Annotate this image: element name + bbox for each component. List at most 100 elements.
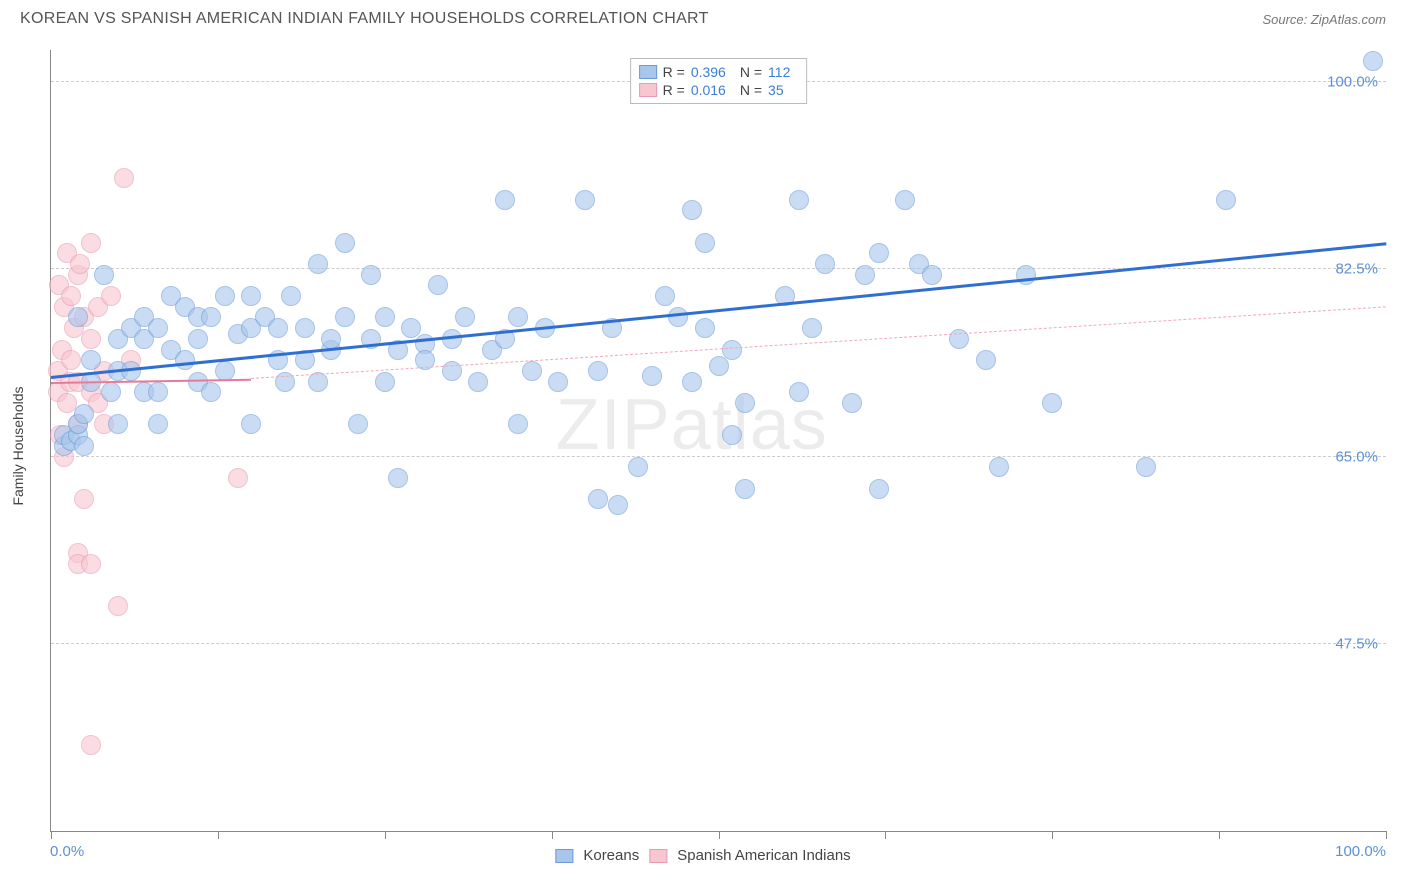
koreans-point	[895, 190, 915, 210]
spanish-point	[81, 233, 101, 253]
koreans-point	[241, 286, 261, 306]
x-tick	[552, 831, 553, 839]
koreans-point	[735, 479, 755, 499]
koreans-point	[695, 233, 715, 253]
n-label: N =	[740, 64, 762, 80]
koreans-point	[268, 318, 288, 338]
koreans-point	[468, 372, 488, 392]
koreans-point	[789, 190, 809, 210]
koreans-point	[522, 361, 542, 381]
koreans-point	[802, 318, 822, 338]
source-attribution: Source: ZipAtlas.com	[1262, 12, 1386, 27]
legend-spanish-label: Spanish American Indians	[677, 847, 850, 864]
spanish-point	[61, 350, 81, 370]
koreans-point	[655, 286, 675, 306]
chart-container: ZIPatlas R = 0.396 N = 112 R = 0.016 N =…	[50, 50, 1386, 832]
koreans-point	[455, 307, 475, 327]
koreans-point	[361, 265, 381, 285]
koreans-point	[175, 350, 195, 370]
koreans-point	[495, 190, 515, 210]
legend-bottom: Koreans Spanish American Indians	[555, 847, 850, 864]
x-axis-min-label: 0.0%	[50, 843, 84, 860]
koreans-point	[588, 361, 608, 381]
swatch-spanish-icon	[639, 83, 657, 97]
koreans-point	[81, 350, 101, 370]
koreans-point	[388, 468, 408, 488]
koreans-point	[148, 414, 168, 434]
gridline	[51, 456, 1386, 457]
y-tick-label: 100.0%	[1327, 74, 1378, 91]
koreans-point	[215, 361, 235, 381]
gridline	[51, 643, 1386, 644]
koreans-point	[722, 425, 742, 445]
koreans-point	[855, 265, 875, 285]
koreans-point	[922, 265, 942, 285]
x-tick	[51, 831, 52, 839]
koreans-point	[308, 254, 328, 274]
y-tick-label: 65.0%	[1335, 448, 1378, 465]
koreans-point	[575, 190, 595, 210]
watermark: ZIPatlas	[556, 384, 828, 466]
legend-koreans-label: Koreans	[583, 847, 639, 864]
n-label: N =	[740, 82, 762, 98]
koreans-point	[375, 307, 395, 327]
koreans-point	[709, 356, 729, 376]
y-axis-title: Family Households	[10, 386, 26, 505]
spanish-r-value: 0.016	[691, 82, 726, 98]
spanish-point	[81, 735, 101, 755]
koreans-point	[101, 382, 121, 402]
legend-stats-row-spanish: R = 0.016 N = 35	[639, 81, 799, 99]
y-tick-label: 82.5%	[1335, 261, 1378, 278]
spanish-point	[81, 329, 101, 349]
koreans-point	[508, 307, 528, 327]
koreans-point	[682, 372, 702, 392]
koreans-point	[348, 414, 368, 434]
koreans-point	[508, 414, 528, 434]
koreans-point	[148, 382, 168, 402]
spanish-n-value: 35	[768, 82, 784, 98]
koreans-point	[188, 329, 208, 349]
r-label: R =	[663, 64, 685, 80]
chart-header: KOREAN VS SPANISH AMERICAN INDIAN FAMILY…	[0, 0, 1406, 34]
x-tick	[1219, 831, 1220, 839]
koreans-point	[241, 414, 261, 434]
spanish-point	[228, 468, 248, 488]
x-tick	[1052, 831, 1053, 839]
x-tick	[885, 831, 886, 839]
koreans-point	[628, 457, 648, 477]
legend-stats-row-koreans: R = 0.396 N = 112	[639, 63, 799, 81]
koreans-r-value: 0.396	[691, 64, 726, 80]
spanish-point	[108, 596, 128, 616]
koreans-point	[642, 366, 662, 386]
koreans-point	[608, 495, 628, 515]
swatch-koreans-icon	[639, 65, 657, 79]
koreans-point	[722, 340, 742, 360]
legend-stats-box: R = 0.396 N = 112 R = 0.016 N = 35	[630, 58, 808, 104]
koreans-point	[682, 200, 702, 220]
x-axis-max-label: 100.0%	[1335, 843, 1386, 860]
koreans-point	[789, 382, 809, 402]
koreans-point	[215, 286, 235, 306]
koreans-point	[335, 307, 355, 327]
spanish-point	[70, 254, 90, 274]
koreans-point	[94, 265, 114, 285]
chart-title: KOREAN VS SPANISH AMERICAN INDIAN FAMILY…	[20, 10, 709, 28]
spanish-point	[74, 489, 94, 509]
koreans-point	[588, 489, 608, 509]
koreans-point	[148, 318, 168, 338]
koreans-point	[321, 329, 341, 349]
koreans-point	[1136, 457, 1156, 477]
x-tick	[719, 831, 720, 839]
koreans-point	[668, 307, 688, 327]
spanish-point	[101, 286, 121, 306]
koreans-point	[74, 436, 94, 456]
koreans-point	[869, 479, 889, 499]
gridline	[51, 268, 1386, 269]
koreans-point	[1216, 190, 1236, 210]
koreans-point	[281, 286, 301, 306]
spanish-point	[61, 286, 81, 306]
koreans-point	[815, 254, 835, 274]
koreans-point	[74, 404, 94, 424]
x-tick	[385, 831, 386, 839]
koreans-point	[375, 372, 395, 392]
